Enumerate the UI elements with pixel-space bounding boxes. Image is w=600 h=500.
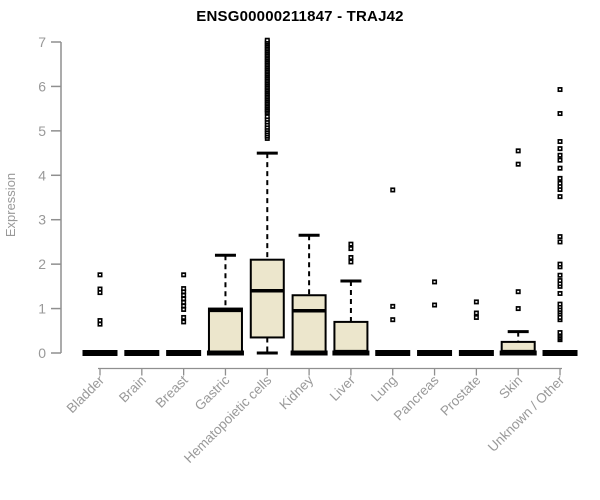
outlier-point-center	[517, 163, 520, 165]
box-hematopoietic-cells	[249, 258, 285, 339]
outlier-point-center	[559, 159, 562, 161]
y-axis-title: Expression	[3, 173, 18, 237]
flat-box-prostate	[458, 350, 494, 356]
outlier-point-center	[182, 290, 185, 293]
x-tick-label-skin: Skin	[496, 373, 525, 402]
outlier-point-center	[182, 301, 185, 304]
x-tick-label-prostate: Prostate	[437, 373, 483, 419]
outlier-point-center	[99, 288, 101, 290]
outlier-point-center	[182, 316, 185, 319]
x-tick-label-liver: Liver	[327, 372, 359, 404]
outlier-point-center	[182, 274, 185, 276]
outlier-point-center	[182, 287, 185, 290]
x-tick-label-kidney: Kidney	[276, 372, 316, 412]
outlier-point-center	[182, 297, 185, 300]
flat-box-bladder	[82, 350, 118, 356]
x-tick-label-pancreas: Pancreas	[391, 372, 442, 423]
outlier-point-center	[99, 319, 101, 322]
y-tick-label: 5	[38, 123, 46, 139]
y-tick-label: 6	[38, 78, 46, 94]
flat-box-brain	[124, 350, 160, 356]
outlier-point-center	[559, 88, 562, 91]
outlier-point-center	[559, 241, 562, 243]
box-kidney	[291, 294, 327, 353]
outlier-point-center	[182, 321, 185, 323]
outlier-point-center	[349, 247, 352, 250]
outlier-point-center	[559, 188, 562, 191]
outlier-point-center	[559, 112, 562, 115]
y-tick-label: 1	[38, 301, 46, 317]
outlier-point-center	[559, 331, 562, 334]
outlier-point-center	[559, 195, 562, 198]
outlier-point-center	[559, 167, 562, 169]
outlier-point-center	[99, 291, 101, 294]
outlier-point-center	[559, 285, 562, 288]
y-tick-label: 2	[38, 256, 46, 272]
outlier-point-center	[559, 316, 562, 319]
outlier-point-center	[349, 261, 352, 263]
outlier-point-center	[559, 279, 562, 282]
y-tick-label: 3	[38, 212, 46, 228]
outlier-point-center	[559, 154, 562, 157]
outlier-point-center	[182, 305, 185, 307]
outlier-point-center	[349, 256, 352, 259]
y-tick-label: 4	[38, 167, 46, 183]
y-tick-label: 0	[38, 345, 46, 361]
x-tick-label-lung: Lung	[368, 373, 400, 405]
outlier-point-center	[559, 147, 562, 150]
x-tick-label-brain: Brain	[116, 373, 149, 406]
outlier-point-center	[391, 318, 394, 321]
chart-title: ENSG00000211847 - TRAJ42	[196, 8, 404, 25]
outlier-point-center	[433, 281, 436, 283]
flat-box-breast	[166, 350, 202, 356]
outlier-point-center	[391, 189, 394, 191]
outlier-point-center	[99, 323, 101, 325]
outlier-point-center	[517, 150, 520, 152]
box-liver	[333, 320, 369, 354]
outlier-point-center	[559, 177, 562, 180]
outlier-point-center	[559, 305, 562, 308]
outlier-point-center	[559, 266, 562, 268]
outlier-point-center	[349, 243, 352, 245]
box-gastric	[207, 307, 243, 355]
outlier-point-center	[559, 235, 562, 238]
outlier-point-center	[266, 126, 269, 129]
box-bottom-bar-gastric	[206, 350, 244, 356]
x-tick-label-bladder: Bladder	[64, 372, 108, 416]
flat-box-lung	[375, 350, 411, 356]
outlier-point-center	[266, 121, 269, 123]
outlier-point-center	[266, 115, 269, 118]
y-tick-label: 7	[38, 34, 46, 50]
flat-box-unknown-other	[542, 350, 578, 356]
outlier-point-center	[182, 294, 185, 297]
outlier-point-center	[475, 312, 478, 314]
flat-box-pancreas	[417, 350, 453, 356]
outlier-point-center	[391, 305, 394, 308]
x-tick-label-gastric: Gastric	[192, 372, 233, 413]
outlier-point-center	[475, 301, 478, 303]
outlier-point-center	[559, 282, 562, 285]
box-bottom-bar-kidney	[290, 350, 328, 356]
x-tick-label-breast: Breast	[153, 372, 191, 410]
x-tick-label-unknown-other: Unknown / Other	[485, 372, 568, 455]
outlier-point-center	[559, 274, 562, 277]
outlier-point-center	[99, 274, 101, 276]
outlier-point-center	[559, 263, 562, 265]
outlier-point-center	[266, 118, 269, 121]
outlier-point-center	[475, 316, 478, 319]
outlier-point-center	[559, 308, 562, 311]
outlier-point-center	[433, 304, 436, 306]
outlier-point-center	[559, 140, 562, 143]
outlier-point-center	[517, 307, 520, 310]
outlier-point-center	[559, 303, 562, 305]
outlier-point-center	[266, 123, 269, 126]
outlier-point-center	[559, 185, 562, 188]
outlier-point-center	[266, 39, 269, 42]
outlier-point-center	[559, 292, 562, 295]
outlier-point-center	[517, 290, 520, 293]
outlier-point-center	[559, 182, 562, 185]
outlier-point-center	[182, 308, 185, 311]
